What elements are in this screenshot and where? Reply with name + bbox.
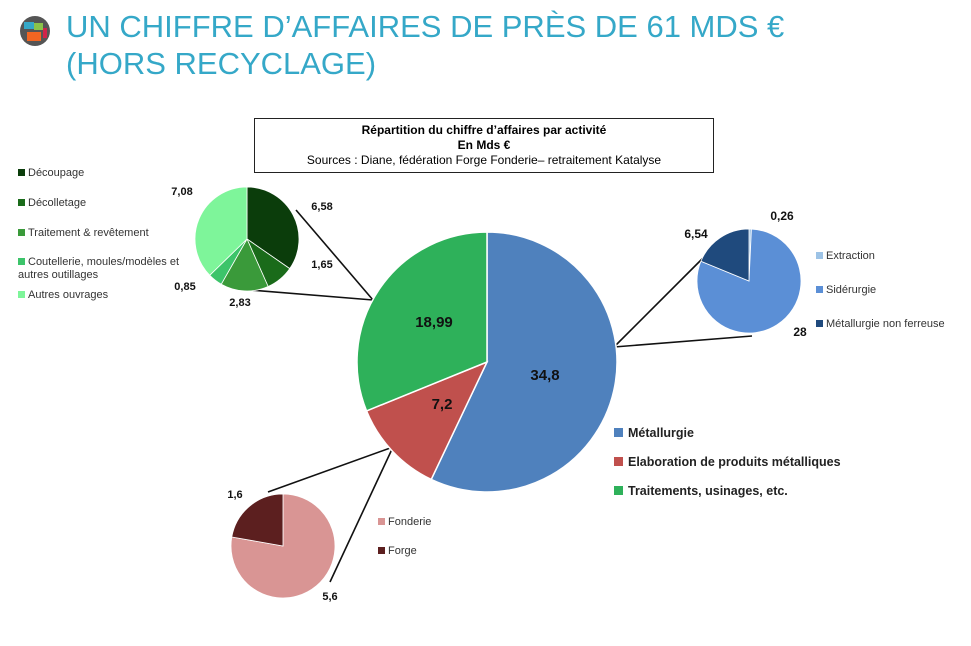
connector-line: [329, 446, 394, 583]
connector-line: [249, 289, 374, 301]
data-label: 1,6: [227, 489, 242, 501]
data-label: 6,54: [684, 227, 708, 241]
chart-source: Sources : Diane, fédération Forge Fonder…: [306, 153, 662, 167]
data-label: 28: [793, 325, 807, 339]
pie-slice-1-4: [194, 186, 248, 276]
legend-item-fonderie: Fonderie: [378, 516, 431, 529]
legend-item-autres: Autres ouvrages: [18, 289, 108, 302]
data-label: 0,85: [174, 281, 195, 293]
legend-item-forge: Forge: [378, 545, 417, 558]
pie-slice-0-1: [365, 360, 489, 481]
data-label: 2,83: [229, 297, 250, 309]
legend-item-siderurgie: Sidérurgie: [816, 284, 876, 297]
data-label: 6,58: [311, 201, 332, 213]
pie-slice-1-2: [220, 238, 269, 292]
title-line-2: (HORS RECYCLAGE): [66, 46, 377, 81]
legend-item-decoupage: Découpage: [18, 167, 84, 180]
pie-slice-0-2: [356, 231, 488, 412]
data-label: 5,6: [322, 591, 337, 603]
data-label: 0,26: [770, 209, 794, 223]
legend-item-extraction: Extraction: [816, 250, 875, 263]
chart-title: Répartition du chiffre d’affaires par ac…: [361, 123, 607, 137]
data-label: 18,99: [415, 314, 453, 331]
connector-line: [613, 256, 705, 348]
logo-icon: [20, 16, 50, 46]
connector-line: [295, 209, 374, 301]
legend-item-traitement: Traitement & revêtement: [18, 227, 149, 240]
data-label: 7,2: [432, 396, 453, 413]
pie-slice-1-0: [246, 186, 300, 270]
pie-slice-0-0: [430, 231, 618, 493]
pie-slice-3-1: [231, 493, 284, 547]
legend-item-decolletage: Décolletage: [18, 197, 86, 210]
chart-subtitle: En Mds €: [457, 138, 511, 152]
data-label: 7,08: [171, 186, 192, 198]
page-title: UN CHIFFRE D’AFFAIRES DE PRÈS DE 61 MDS …: [66, 8, 784, 82]
connector-line: [267, 446, 394, 493]
chart-title-box: Répartition du chiffre d’affaires par ac…: [254, 118, 714, 173]
legend-item-traitements: Traitements, usinages, etc.: [614, 484, 788, 498]
data-label: 1,65: [311, 259, 332, 271]
title-line-1: UN CHIFFRE D’AFFAIRES DE PRÈS DE 61 MDS …: [66, 9, 785, 44]
pie-slice-2-2: [700, 228, 750, 282]
legend-item-elaboration: Elaboration de produits métalliques: [614, 455, 841, 469]
legend-item-non-ferreuse: Métallurgie non ferreuse: [816, 318, 945, 331]
data-label: 34,8: [530, 367, 559, 384]
connector-line: [613, 335, 753, 348]
legend-item-coutellerie: Coutellerie, moules/modèles et autres ou…: [18, 256, 180, 281]
legend-item-metallurgie: Métallurgie: [614, 426, 694, 440]
